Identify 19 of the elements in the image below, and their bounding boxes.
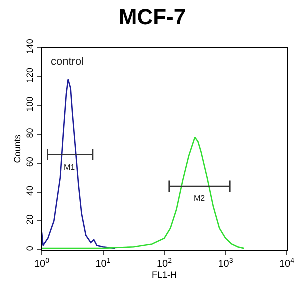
x-tick-label: 10$^{3}$ xyxy=(218,258,234,270)
y-tick-label: 140 xyxy=(25,39,36,54)
series-label: M1 xyxy=(64,163,76,172)
y-tick-label: 0 xyxy=(25,246,36,252)
annotation: control xyxy=(51,56,84,68)
y-tick-label: 40 xyxy=(25,186,36,196)
y-tick-label: 80 xyxy=(25,128,36,138)
y-tick-label: 20 xyxy=(25,214,36,225)
x-tick-label: 10$^{1}$ xyxy=(96,258,111,270)
series-label: M2 xyxy=(194,194,206,203)
y-tick-label: 60 xyxy=(25,157,36,168)
y-tick-label: 120 xyxy=(25,68,36,84)
x-tick-label: 10$^{2}$ xyxy=(156,258,172,270)
x-tick-label: 10$^{4}$ xyxy=(279,258,295,270)
y-tick-label: 100 xyxy=(25,96,36,112)
y-axis-title: Counts xyxy=(12,134,23,164)
x-axis-title: FL1-H xyxy=(152,270,178,280)
x-tick-label: 10$^{0}$ xyxy=(34,258,50,270)
chart-title: MCF-7 xyxy=(118,4,186,30)
